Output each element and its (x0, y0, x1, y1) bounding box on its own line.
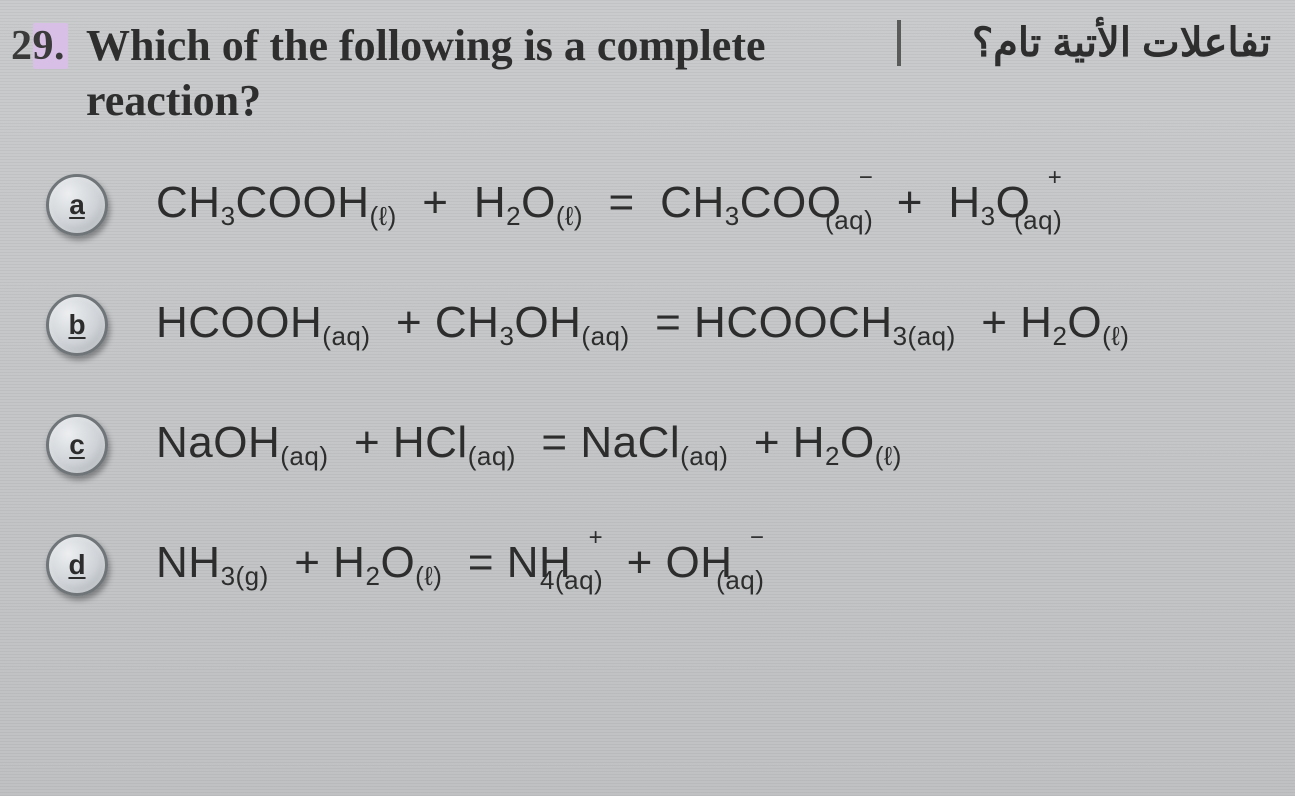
qnum-prefix: 2 (11, 23, 33, 69)
option-badge-d: d (46, 534, 108, 596)
equation-a: CH3COOH(ℓ) + H2O(ℓ) = CH3COOX−(aq) + H3O… (156, 178, 1060, 232)
option-key-c: c (69, 429, 85, 461)
question-page: 29. Which of the following is a complete… (0, 0, 1295, 596)
option-d[interactable]: d NH3(g) + H2O(ℓ) = NHX+4(aq) + OHX−(aq) (46, 534, 1271, 596)
option-a[interactable]: a CH3COOH(ℓ) + H2O(ℓ) = CH3COOX−(aq) + H… (46, 174, 1271, 236)
option-key-d: d (68, 549, 85, 581)
question-text-en: Which of the following is a complete rea… (86, 18, 766, 128)
question-number: 29. (10, 22, 68, 70)
option-key-a: a (69, 189, 85, 221)
option-b[interactable]: b HCOOH(aq) + CH3OH(aq) = HCOOCH3(aq) + … (46, 294, 1271, 356)
option-badge-b: b (46, 294, 108, 356)
option-badge-a: a (46, 174, 108, 236)
equation-c: NaOH(aq) + HCl(aq) = NaCl(aq) + H2O(ℓ) (156, 418, 902, 472)
qtext-en-line1: Which of the following is a complete (86, 21, 766, 70)
option-c[interactable]: c NaOH(aq) + HCl(aq) = NaCl(aq) + H2O(ℓ) (46, 414, 1271, 476)
options-list: a CH3COOH(ℓ) + H2O(ℓ) = CH3COOX−(aq) + H… (10, 174, 1271, 596)
option-key-b: b (68, 309, 85, 341)
qtext-en-line2: reaction? (86, 76, 261, 125)
equation-b: HCOOH(aq) + CH3OH(aq) = HCOOCH3(aq) + H2… (156, 298, 1129, 352)
option-badge-c: c (46, 414, 108, 476)
qnum-highlight: 9. (33, 23, 69, 69)
question-text-wrap: Which of the following is a complete rea… (86, 18, 1271, 128)
question-header: 29. Which of the following is a complete… (10, 18, 1271, 128)
question-text-ar: تفاعلات الأتية تام؟ (897, 20, 1271, 66)
equation-d: NH3(g) + H2O(ℓ) = NHX+4(aq) + OHX−(aq) (156, 538, 762, 592)
